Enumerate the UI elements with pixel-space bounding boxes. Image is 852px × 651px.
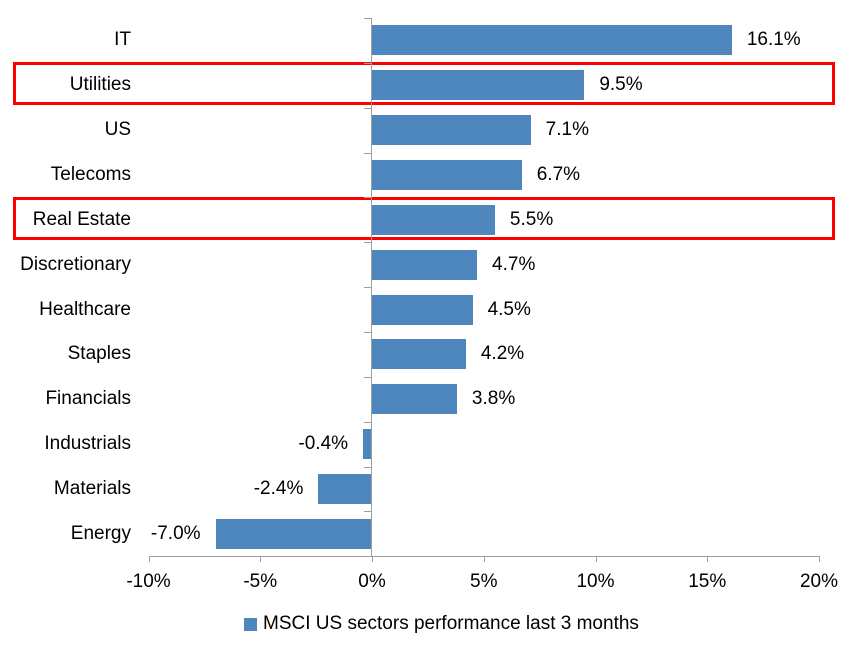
bar [372,25,732,56]
value-label: 6.7% [536,163,581,185]
y-axis-tick [364,107,371,109]
x-axis-tick-label: -10% [126,571,171,593]
x-axis-tick [707,556,709,563]
y-axis-tick [364,466,371,468]
legend: MSCI US sectors performance last 3 month… [244,611,639,637]
highlight-box-real-estate [13,196,835,240]
y-axis-tick [364,287,371,289]
category-label: Staples [67,343,131,365]
bar [372,159,522,190]
value-label: 5.5% [509,208,554,230]
x-axis-tick [148,556,150,563]
bar [372,249,478,280]
category-label: IT [114,29,131,51]
x-axis-tick [595,556,597,563]
category-label: Telecoms [50,163,131,185]
bar [372,339,466,370]
value-label: 4.5% [487,298,531,320]
x-axis-tick-label: 0% [358,571,386,593]
category-label: Utilities [69,74,131,96]
category-label: Industrials [44,433,131,455]
y-axis-tick [364,511,371,513]
bar [215,518,372,549]
value-label: 7.1% [545,119,589,141]
value-label: 3.8% [471,388,516,410]
y-axis-tick [364,62,371,64]
value-label: -0.4% [298,433,349,455]
y-axis-tick [364,18,371,19]
value-label: -2.4% [253,477,304,499]
category-label: Real Estate [32,208,131,230]
highlight-box-utilities [13,62,835,106]
x-axis-tick [372,556,373,563]
bar [372,70,585,101]
value-label: 4.7% [492,253,536,275]
x-axis-tick-label: 15% [688,571,727,593]
y-axis-tick [364,242,371,244]
bar [318,473,372,504]
x-axis-tick-label: 20% [799,571,839,593]
category-label: US [104,119,131,141]
category-label: Energy [70,522,131,544]
bar [372,384,457,415]
bar [372,294,473,325]
category-label: Healthcare [39,298,131,320]
value-label: 16.1% [746,29,801,51]
x-axis-tick [819,556,820,563]
bar [372,115,531,146]
x-axis-tick-label: 10% [576,571,615,593]
bar [372,204,495,235]
x-axis-tick [483,556,485,563]
category-label: Financials [45,388,131,410]
y-axis-line [371,18,372,557]
x-axis-tick-label: 5% [470,571,498,593]
y-axis-tick [364,376,371,378]
category-label: Discretionary [20,253,131,275]
category-label: Materials [53,477,131,499]
legend-swatch-icon [244,617,257,631]
legend-label: MSCI US sectors performance last 3 month… [263,613,639,634]
y-axis-tick [364,421,371,423]
value-label: -7.0% [150,522,201,544]
x-axis-tick-label: -5% [243,571,278,593]
bar [363,429,372,460]
value-label: 4.2% [480,343,525,365]
x-axis-tick [260,556,262,563]
value-label: 9.5% [599,74,643,96]
y-axis-tick [364,331,371,333]
y-axis-tick [364,197,371,199]
y-axis-tick [364,152,371,154]
